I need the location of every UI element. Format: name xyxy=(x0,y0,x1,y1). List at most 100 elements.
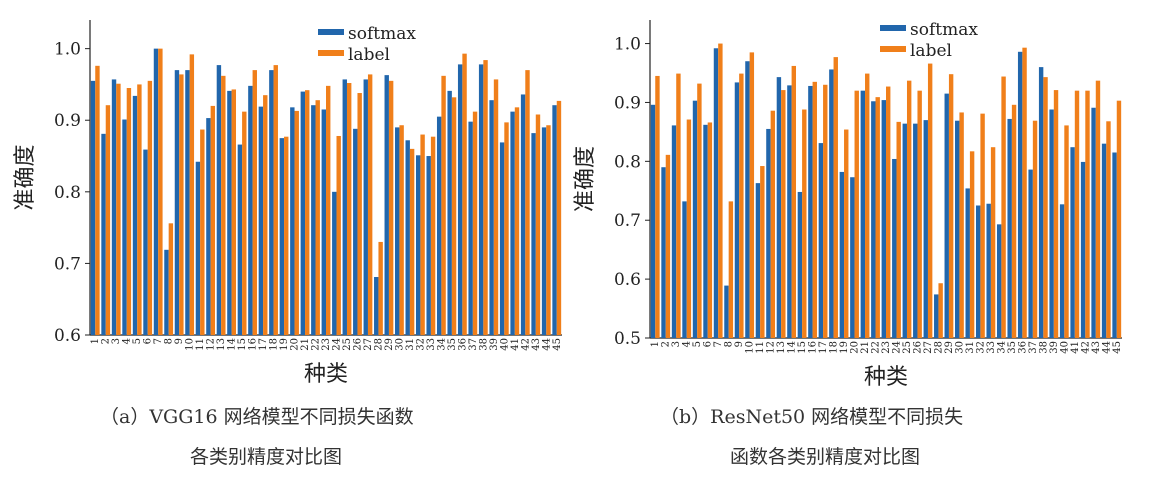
bar-label xyxy=(126,88,132,336)
bar-label xyxy=(210,105,216,335)
y-axis-title: 准确度 xyxy=(13,144,38,210)
bar-softmax xyxy=(415,155,421,335)
bar-label xyxy=(812,81,817,338)
x-tick-label: 14 xyxy=(227,338,238,351)
x-tick-label: 4 xyxy=(682,341,693,347)
x-tick-label: 21 xyxy=(860,341,871,354)
bar-softmax xyxy=(986,203,991,338)
y-tick-label: 0.6 xyxy=(54,326,81,346)
y-tick-label: 0.6 xyxy=(614,270,641,290)
x-tick-label: 3 xyxy=(111,338,122,344)
bar-softmax xyxy=(227,90,232,335)
bar-label xyxy=(844,129,849,338)
bar-label xyxy=(1032,120,1038,338)
bar-label xyxy=(158,48,163,336)
bar-label xyxy=(137,84,142,335)
bar-softmax xyxy=(975,205,981,338)
bar-softmax xyxy=(489,100,494,335)
bar-softmax xyxy=(237,144,243,335)
bar-label xyxy=(959,112,964,338)
bar-label xyxy=(854,90,859,339)
bar-label xyxy=(420,134,425,335)
x-tick-label: 31 xyxy=(965,341,976,354)
x-tick-label: 7 xyxy=(153,338,164,344)
bar-softmax xyxy=(755,183,761,338)
bar-softmax xyxy=(541,127,547,336)
bar-softmax xyxy=(766,128,771,338)
bar-softmax xyxy=(776,77,782,338)
bar-softmax xyxy=(321,109,326,335)
bar-softmax xyxy=(216,65,222,336)
bar-softmax xyxy=(279,138,285,335)
x-tick-label: 43 xyxy=(531,338,542,351)
bar-label xyxy=(781,90,786,338)
bar-label xyxy=(189,54,195,335)
x-tick-label: 35 xyxy=(447,338,458,351)
x-tick-label: 10 xyxy=(745,341,756,354)
x-tick-label: 1 xyxy=(90,338,101,344)
bar-label xyxy=(105,105,111,336)
bar-label xyxy=(707,122,713,338)
x-tick-label: 19 xyxy=(279,338,290,351)
bar-label xyxy=(655,75,660,338)
bar-label xyxy=(200,129,205,335)
bar-softmax xyxy=(944,93,949,338)
x-tick-label: 27 xyxy=(923,341,934,354)
x-tick-label: 20 xyxy=(290,338,301,351)
bar-label xyxy=(525,70,530,335)
legend-label-softmax: softmax xyxy=(910,20,978,40)
x-tick-label: 18 xyxy=(269,338,280,351)
x-tick-label: 11 xyxy=(195,338,206,351)
chart-a-vgg16: 0.60.70.80.91.01 2 3 4 5 6 7 8 9 10 11 12 13 14 15 16 17… xyxy=(13,20,563,387)
bar-softmax xyxy=(185,70,190,335)
x-tick-label: 44 xyxy=(541,338,552,351)
bar-softmax xyxy=(1059,204,1065,338)
x-tick-label: 25 xyxy=(902,341,913,354)
x-tick-label: 36 xyxy=(1017,341,1028,354)
bar-softmax xyxy=(195,161,201,335)
x-tick-label: 31 xyxy=(405,338,416,351)
bar-softmax xyxy=(1101,143,1107,338)
bar-softmax xyxy=(1028,169,1033,338)
legend-label-label: label xyxy=(348,45,390,65)
x-tick-label: 28 xyxy=(933,341,944,354)
x-tick-label: 7 xyxy=(713,341,724,347)
bar-softmax xyxy=(839,171,845,338)
x-tick-label: 38 xyxy=(1038,341,1049,354)
x-tick-label: 40 xyxy=(1059,341,1070,354)
x-tick-label: 12 xyxy=(206,338,217,351)
x-tick-label: 33 xyxy=(986,341,997,354)
bar-softmax xyxy=(143,149,148,335)
bar-label xyxy=(1043,77,1048,338)
bar-label xyxy=(273,65,278,336)
bar-label xyxy=(1064,125,1069,339)
bar-softmax xyxy=(122,119,127,336)
bar-label xyxy=(263,95,268,335)
bar-softmax xyxy=(1070,147,1075,338)
bar-softmax xyxy=(1049,109,1054,338)
bar-label xyxy=(1074,90,1080,339)
x-tick-label: 17 xyxy=(818,341,829,354)
bar-label xyxy=(451,97,457,336)
bar-softmax xyxy=(892,158,897,338)
bar-softmax xyxy=(1017,51,1023,339)
bar-softmax xyxy=(671,125,677,339)
bar-label xyxy=(95,65,100,336)
bar-label xyxy=(231,89,237,336)
bar-label xyxy=(990,147,996,338)
bar-label xyxy=(284,136,289,335)
bar-label xyxy=(802,109,807,338)
bar-label xyxy=(1116,100,1122,338)
x-tick-label: 24 xyxy=(331,338,342,351)
bar-softmax xyxy=(342,79,347,335)
bar-label xyxy=(535,114,541,335)
bar-softmax xyxy=(871,101,876,339)
bar-softmax xyxy=(363,79,368,335)
x-tick-label: 16 xyxy=(808,341,819,354)
bar-softmax xyxy=(132,95,138,336)
bar-softmax xyxy=(164,249,169,335)
x-tick-label: 21 xyxy=(300,338,311,351)
bar-softmax xyxy=(395,127,400,336)
x-tick-label: 30 xyxy=(394,338,405,351)
x-tick-label: 3 xyxy=(671,341,682,347)
